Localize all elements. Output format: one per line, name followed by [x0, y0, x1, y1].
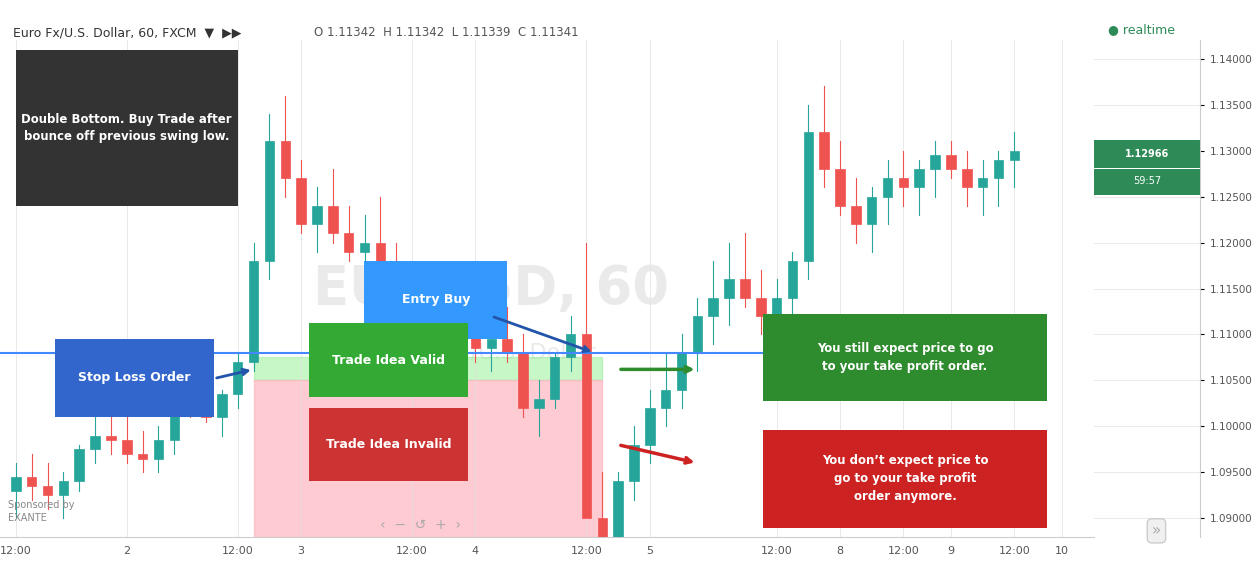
Bar: [755, 298, 766, 316]
FancyBboxPatch shape: [309, 408, 468, 481]
Bar: [788, 261, 797, 298]
Bar: [1009, 151, 1019, 160]
Bar: [26, 477, 36, 486]
FancyBboxPatch shape: [55, 339, 214, 417]
Bar: [709, 298, 718, 316]
Bar: [882, 178, 892, 197]
Text: Entry Buy: Entry Buy: [402, 293, 470, 306]
Bar: [170, 399, 178, 440]
Bar: [566, 335, 576, 357]
Text: Euro Fx/U.S. Dollar: Euro Fx/U.S. Dollar: [387, 343, 596, 363]
Bar: [994, 160, 1003, 178]
Text: 59:57: 59:57: [1133, 177, 1161, 186]
Bar: [249, 261, 259, 362]
Bar: [297, 178, 305, 224]
Bar: [391, 261, 401, 316]
Bar: [43, 486, 53, 495]
Bar: [724, 279, 734, 298]
Bar: [930, 155, 940, 169]
Bar: [835, 169, 845, 206]
Bar: [899, 178, 908, 188]
Bar: [91, 436, 99, 449]
FancyBboxPatch shape: [763, 314, 1047, 401]
Bar: [820, 132, 828, 169]
Text: Trade Idea Invalid: Trade Idea Invalid: [326, 438, 451, 451]
Bar: [455, 335, 464, 353]
Bar: [59, 481, 68, 495]
Bar: [470, 335, 480, 349]
Bar: [503, 339, 512, 353]
FancyBboxPatch shape: [763, 430, 1047, 528]
Bar: [360, 242, 370, 252]
FancyBboxPatch shape: [16, 50, 238, 206]
Bar: [280, 141, 290, 178]
Bar: [962, 169, 972, 188]
Text: Double Bottom. Buy Trade after
bounce off previous swing low.: Double Bottom. Buy Trade after bounce of…: [21, 113, 233, 143]
Bar: [613, 481, 623, 537]
Bar: [582, 335, 591, 518]
Bar: [122, 440, 132, 454]
Bar: [740, 279, 749, 298]
Text: Trade Idea Valid: Trade Idea Valid: [332, 354, 445, 366]
Bar: [803, 132, 813, 261]
Bar: [486, 339, 497, 349]
Bar: [518, 353, 528, 408]
Bar: [551, 357, 559, 399]
Bar: [265, 141, 274, 261]
Text: »: »: [1151, 523, 1161, 538]
Bar: [106, 436, 116, 440]
Text: Euro Fx/U.S. Dollar, 60, FXCM  ▼  ▶▶: Euro Fx/U.S. Dollar, 60, FXCM ▼ ▶▶: [13, 26, 241, 39]
Text: ● realtime: ● realtime: [1109, 23, 1175, 36]
Bar: [661, 389, 670, 408]
FancyBboxPatch shape: [365, 261, 508, 339]
Bar: [630, 445, 639, 481]
Bar: [693, 316, 703, 353]
Bar: [312, 206, 322, 224]
Text: O 1.11342  H 1.11342  L 1.11339  C 1.11341: O 1.11342 H 1.11342 L 1.11339 C 1.11341: [314, 26, 579, 39]
FancyBboxPatch shape: [309, 324, 468, 397]
Bar: [645, 408, 655, 445]
Bar: [407, 316, 417, 344]
Bar: [851, 206, 861, 224]
Bar: [376, 242, 385, 261]
FancyBboxPatch shape: [1094, 170, 1200, 195]
Text: 1.12966: 1.12966: [1125, 149, 1169, 159]
Bar: [186, 399, 195, 408]
Bar: [201, 408, 211, 417]
Bar: [978, 178, 988, 188]
Text: You still expect price to go
to your take profit order.: You still expect price to go to your tak…: [817, 342, 993, 373]
Text: Sponsored by
EXANTE: Sponsored by EXANTE: [8, 500, 74, 523]
Text: EURUSD, 60: EURUSD, 60: [313, 263, 669, 314]
FancyBboxPatch shape: [1094, 140, 1200, 167]
Bar: [597, 518, 607, 537]
Bar: [328, 206, 338, 233]
Bar: [11, 477, 20, 490]
Bar: [947, 155, 955, 169]
Bar: [915, 169, 924, 188]
Bar: [676, 353, 686, 389]
Bar: [153, 440, 163, 459]
Bar: [867, 197, 876, 224]
Bar: [424, 344, 432, 362]
Bar: [772, 298, 782, 316]
Text: ‹  −  ↺  +  ›: ‹ − ↺ + ›: [380, 518, 460, 531]
Bar: [534, 399, 543, 408]
Bar: [233, 362, 243, 394]
Text: Stop Loss Order: Stop Loss Order: [78, 371, 191, 384]
Text: You don’t expect price to
go to your take profit
order anymore.: You don’t expect price to go to your tak…: [822, 455, 988, 503]
Bar: [74, 449, 84, 481]
Bar: [138, 454, 147, 459]
Bar: [217, 394, 226, 417]
Bar: [344, 233, 353, 252]
Bar: [439, 353, 449, 362]
